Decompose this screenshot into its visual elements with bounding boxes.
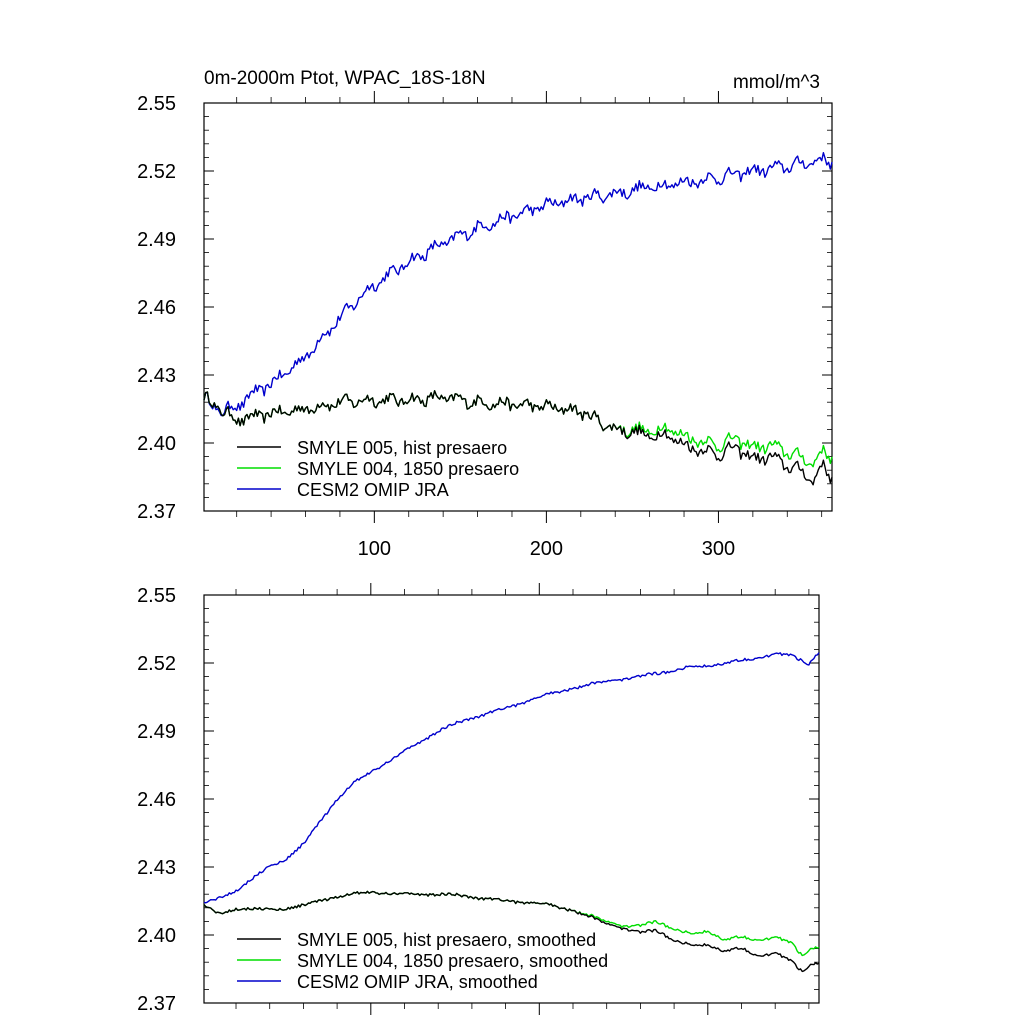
- y-tick-label: 2.43: [137, 857, 176, 879]
- series-line: [203, 890, 820, 973]
- panel-bottom: 2.55 2.52 2.49 2.46 2.43 2.40 2.37 SMYLE 005, …: [137, 583, 820, 1015]
- panel-top: 0m-2000m Ptot, WPAC_18S-18N mmol/m^3 2.5…: [137, 68, 833, 560]
- legend-label: SMYLE 004, 1850 presaero, smoothed: [297, 951, 608, 971]
- legend-label: SMYLE 005, hist presaero, smoothed: [297, 930, 596, 950]
- x-tick-label: 200: [530, 538, 563, 560]
- series-line: [203, 390, 833, 486]
- y-tick-label: 2.52: [137, 161, 176, 183]
- series-line: [203, 152, 833, 417]
- y-tick-label: 2.40: [137, 925, 176, 947]
- y-tick-label: 2.49: [137, 229, 176, 251]
- chart-title: 0m-2000m Ptot, WPAC_18S-18N: [204, 68, 486, 89]
- y-tick-label: 2.49: [137, 721, 176, 743]
- legend: SMYLE 005, hist presaero, smoothedSMYLE …: [237, 930, 608, 992]
- x-tick-label: 100: [358, 538, 391, 560]
- y-tick-label: 2.55: [137, 93, 176, 115]
- y-tick-label: 2.40: [137, 433, 176, 455]
- y-tick-label: 2.37: [137, 501, 176, 523]
- y-tick-label: 2.46: [137, 789, 176, 811]
- x-tick-label: 300: [702, 538, 735, 560]
- legend-label: SMYLE 004, 1850 presaero: [297, 459, 519, 479]
- series-line: [203, 652, 820, 904]
- y-tick-label: 2.37: [137, 993, 176, 1015]
- y-tick-label: 2.55: [137, 585, 176, 607]
- legend-label: SMYLE 005, hist presaero: [297, 438, 507, 458]
- y-tick-label: 2.43: [137, 365, 176, 387]
- y-tick-label: 2.46: [137, 297, 176, 319]
- legend-label: CESM2 OMIP JRA: [297, 480, 449, 500]
- y-tick-label: 2.52: [137, 653, 176, 675]
- units-label: mmol/m^3: [733, 72, 820, 93]
- legend-label: CESM2 OMIP JRA, smoothed: [297, 972, 538, 992]
